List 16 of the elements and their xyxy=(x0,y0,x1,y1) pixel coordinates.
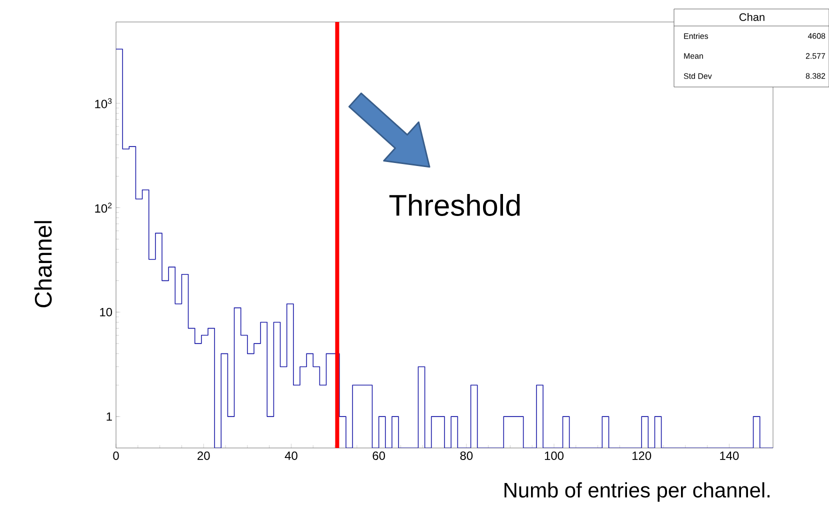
x-tick-label: 100 xyxy=(544,452,564,460)
x-tick-label: 40 xyxy=(284,452,298,460)
y-tick-label: 10 xyxy=(100,308,112,316)
x-tick-label: 80 xyxy=(460,452,473,460)
x-tick-label: 140 xyxy=(720,452,739,460)
x-tick-label: 120 xyxy=(632,452,652,460)
y-tick-label: 10$^{3}$ xyxy=(95,98,112,108)
text: Chan xyxy=(739,12,764,22)
x-tick-label: 0 xyxy=(113,452,119,460)
y-tick-label: 1 xyxy=(106,412,112,421)
x-tick-label: 20 xyxy=(198,452,210,460)
x-tick-label: 60 xyxy=(372,452,385,460)
y-axis-title: Channel xyxy=(34,221,52,308)
y-tick-label: 10$^{2}$ xyxy=(95,202,112,213)
x-axis-title: Numb of entries per channel. xyxy=(504,482,770,502)
ref-line-label: Threshold xyxy=(389,194,520,216)
